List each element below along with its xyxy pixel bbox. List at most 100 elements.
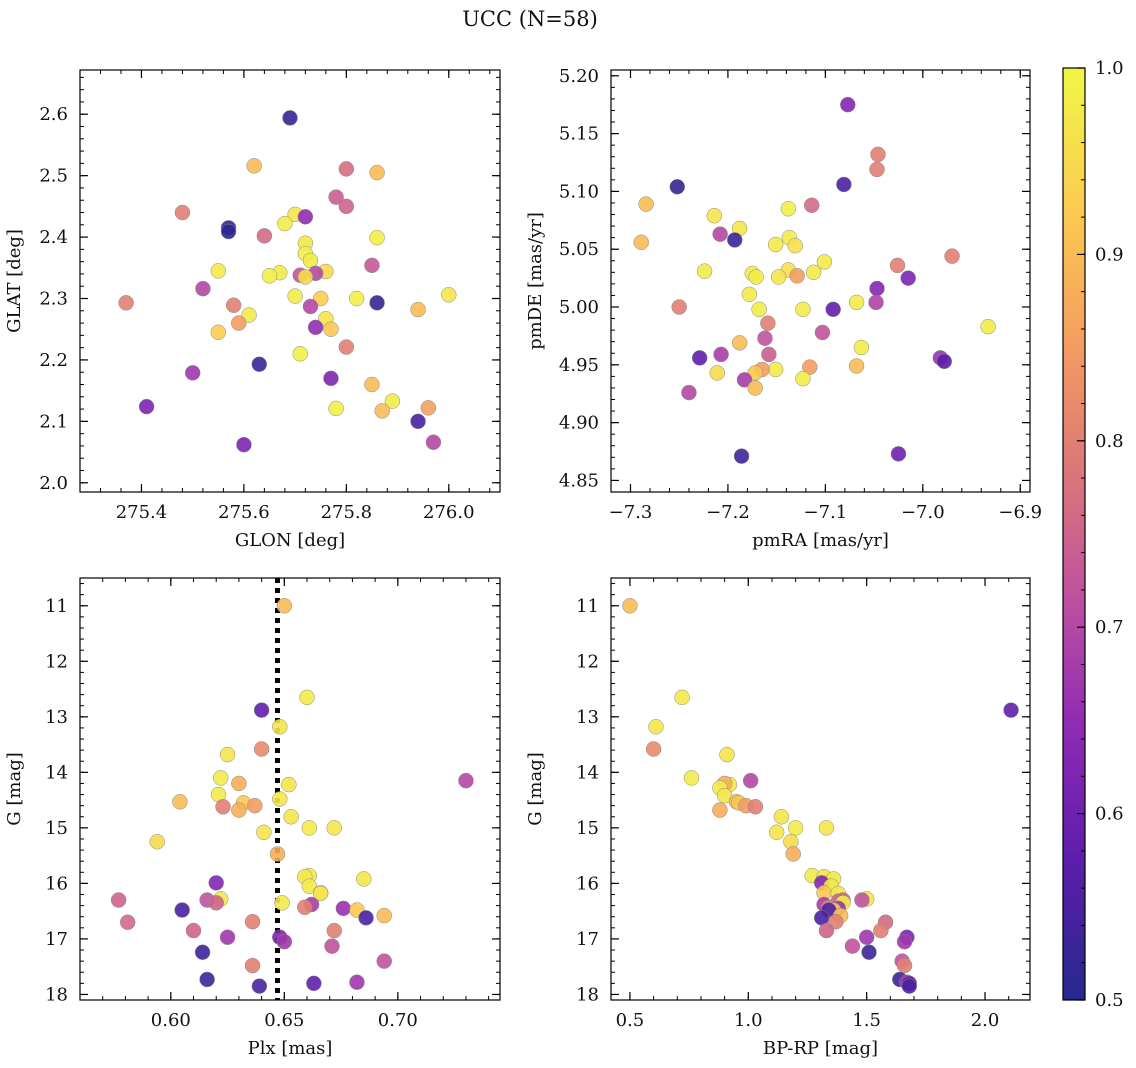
axes-frame	[610, 577, 1031, 1001]
data-point	[818, 922, 835, 939]
data-point	[231, 775, 247, 792]
y-tick-label: 14	[45, 762, 68, 783]
x-tick-label: 276.0	[423, 502, 475, 523]
data-point	[674, 689, 690, 706]
data-point	[247, 797, 263, 814]
data-point	[441, 287, 457, 303]
y-tick-label: 2.4	[39, 227, 68, 248]
data-point	[184, 365, 201, 381]
panel-bottom-left: 0.60 0.65 0.70 11 12 13 14 15 16 17 18 Plx [mas] G […	[4, 577, 501, 1059]
data-point	[742, 772, 759, 789]
data-point	[138, 398, 155, 415]
data-point	[324, 938, 340, 954]
data-point	[840, 96, 856, 113]
data-point	[283, 809, 299, 825]
x-tick-label: 0.70	[378, 1010, 418, 1031]
data-point	[733, 448, 750, 464]
data-point	[696, 263, 713, 279]
data-point	[854, 892, 870, 908]
data-point	[410, 413, 426, 430]
data-point	[369, 164, 385, 181]
y-tick-label: 5.15	[559, 124, 599, 145]
data-point	[326, 820, 343, 836]
data-point	[241, 307, 257, 323]
data-point	[751, 301, 767, 318]
data-point	[210, 263, 227, 279]
data-point	[802, 359, 818, 375]
data-point	[622, 598, 638, 614]
data-point	[369, 229, 385, 246]
data-point	[747, 380, 763, 396]
data-point	[244, 913, 261, 930]
y-tick-label: 2.5	[39, 166, 68, 187]
y-tick-label: 11	[45, 596, 68, 617]
data-point	[757, 330, 773, 346]
y-tick-label: 18	[576, 984, 599, 1005]
data-point	[869, 280, 885, 297]
colorbar-tick-label: 0.7	[1095, 617, 1124, 638]
y-tick-label: 5.05	[559, 239, 599, 260]
data-point	[384, 393, 401, 409]
data-point	[220, 223, 237, 240]
data-point	[338, 198, 355, 215]
data-point	[869, 161, 885, 178]
data-point	[274, 895, 290, 911]
data-point	[349, 974, 365, 990]
y-tick-label: 2.6	[39, 104, 68, 125]
y-axis-label: G [mag]	[4, 752, 25, 825]
y-tick-label: 2.2	[39, 350, 68, 371]
x-axis-label: pmRA [mas/yr]	[752, 530, 889, 551]
data-point	[803, 197, 820, 214]
data-point	[110, 892, 127, 908]
data-point	[210, 324, 227, 341]
data-point	[364, 376, 380, 393]
data-point	[307, 319, 324, 336]
x-tick-label: 275.8	[321, 502, 373, 523]
data-point	[768, 824, 785, 841]
data-point	[172, 794, 188, 810]
data-point	[896, 957, 913, 974]
y-tick-label: 12	[576, 651, 599, 672]
data-point	[858, 929, 875, 946]
data-point	[306, 975, 322, 992]
points	[118, 110, 457, 453]
panel-bottom-right: 0.5 1.0 1.5 2.0 11 12 13 14 15 16 17 18 BP-RP [mag] G…	[525, 577, 1031, 1059]
y-tick-label: 2.0	[39, 473, 68, 494]
axes-frame	[610, 69, 1031, 493]
data-point	[770, 269, 787, 285]
data-point	[747, 799, 764, 815]
data-point	[246, 158, 262, 174]
y-axis-label: GLAT [deg]	[4, 229, 25, 333]
data-point	[269, 846, 286, 862]
y-tick-label: 4.90	[559, 413, 599, 434]
data-point	[844, 938, 861, 954]
data-point	[376, 907, 392, 924]
x-tick-label: −7.3	[609, 502, 653, 523]
data-point	[767, 236, 784, 253]
data-point	[244, 957, 261, 974]
data-point	[681, 384, 697, 401]
data-point	[719, 746, 735, 763]
data-point	[276, 933, 293, 950]
data-point	[787, 237, 803, 254]
data-point	[816, 254, 833, 270]
panel-top-right: −7.3 −7.2 −7.1 −7.0 −6.9 4.85 4.90 4.95 5.00 5.05…	[525, 66, 1042, 551]
data-point	[299, 689, 315, 706]
data-point	[369, 295, 385, 311]
data-point	[980, 318, 996, 335]
y-tick-label: 17	[45, 929, 68, 950]
data-point	[301, 820, 318, 836]
data-point	[638, 196, 654, 212]
y-tick-label: 13	[45, 707, 68, 728]
data-point	[848, 294, 865, 311]
data-point	[691, 350, 708, 366]
data-point	[890, 446, 907, 462]
panels: 275.4 275.6 275.8 276.0 2.0 2.1 2.2 2.3 2.4 2.5 2.…	[4, 66, 1042, 1059]
data-point	[736, 372, 753, 388]
y-tick-label: 4.95	[559, 355, 599, 376]
y-tick-label: 5.10	[559, 181, 599, 202]
x-tick-label: 275.4	[116, 502, 168, 523]
data-point	[231, 315, 247, 331]
data-point	[323, 370, 339, 387]
